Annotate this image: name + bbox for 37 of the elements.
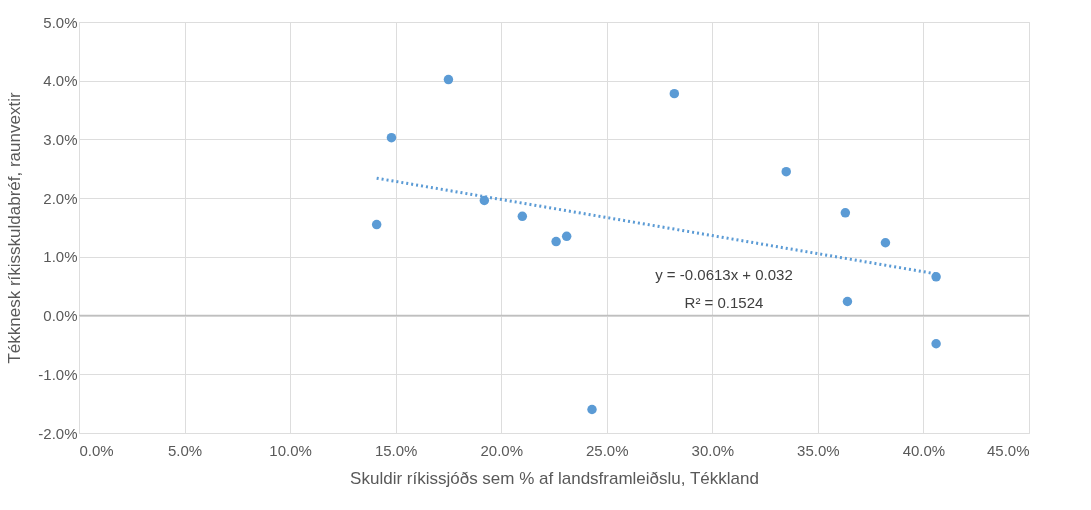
y-tick-label: 1.0% bbox=[43, 248, 78, 266]
point bbox=[931, 272, 941, 282]
point bbox=[551, 236, 561, 247]
y-tick-label: 0.0% bbox=[43, 307, 78, 325]
y-tick-label: 5.0% bbox=[43, 13, 78, 31]
x-tick-label: 30.0% bbox=[691, 441, 735, 459]
point bbox=[669, 88, 680, 99]
point bbox=[517, 211, 528, 222]
annotation: R² = 0.1524 bbox=[684, 294, 764, 311]
x-tick-label: 40.0% bbox=[902, 441, 946, 459]
point bbox=[561, 231, 572, 242]
annotation: y = -0.0613x + 0.032 bbox=[655, 266, 793, 283]
x-tick-label: 5.0% bbox=[167, 441, 203, 459]
y-tick-label: 2.0% bbox=[43, 189, 78, 207]
point bbox=[880, 238, 891, 248]
y-tick-label: 4.0% bbox=[43, 72, 78, 90]
x-tick-label: 35.0% bbox=[797, 441, 840, 459]
x-tick-label: 15.0% bbox=[374, 441, 418, 459]
x-tick-label: 10.0% bbox=[269, 441, 312, 459]
y-tick-label: -2.0% bbox=[38, 424, 78, 442]
point bbox=[443, 74, 454, 85]
point bbox=[781, 166, 791, 177]
point bbox=[587, 404, 597, 415]
point bbox=[386, 132, 397, 143]
y-axis-title: Tékknesk ríkisskuldabréf, raunvextir bbox=[5, 92, 25, 364]
x-tick-label: 45.0% bbox=[986, 441, 1030, 459]
y-tick-label: -1.0% bbox=[38, 365, 78, 383]
point bbox=[371, 219, 382, 230]
x-tick-label: 20.0% bbox=[480, 441, 523, 459]
x-tick-label: 0.0% bbox=[79, 441, 114, 459]
x-tick-label: 25.0% bbox=[586, 441, 629, 459]
point bbox=[842, 296, 853, 307]
y-tick-label: 3.0% bbox=[43, 130, 78, 148]
point bbox=[479, 195, 490, 206]
point bbox=[840, 208, 851, 218]
x-axis-title: Skuldir ríkissjóðs sem % af landsframleiðslu, Tékkland bbox=[350, 468, 759, 488]
point bbox=[931, 339, 941, 349]
